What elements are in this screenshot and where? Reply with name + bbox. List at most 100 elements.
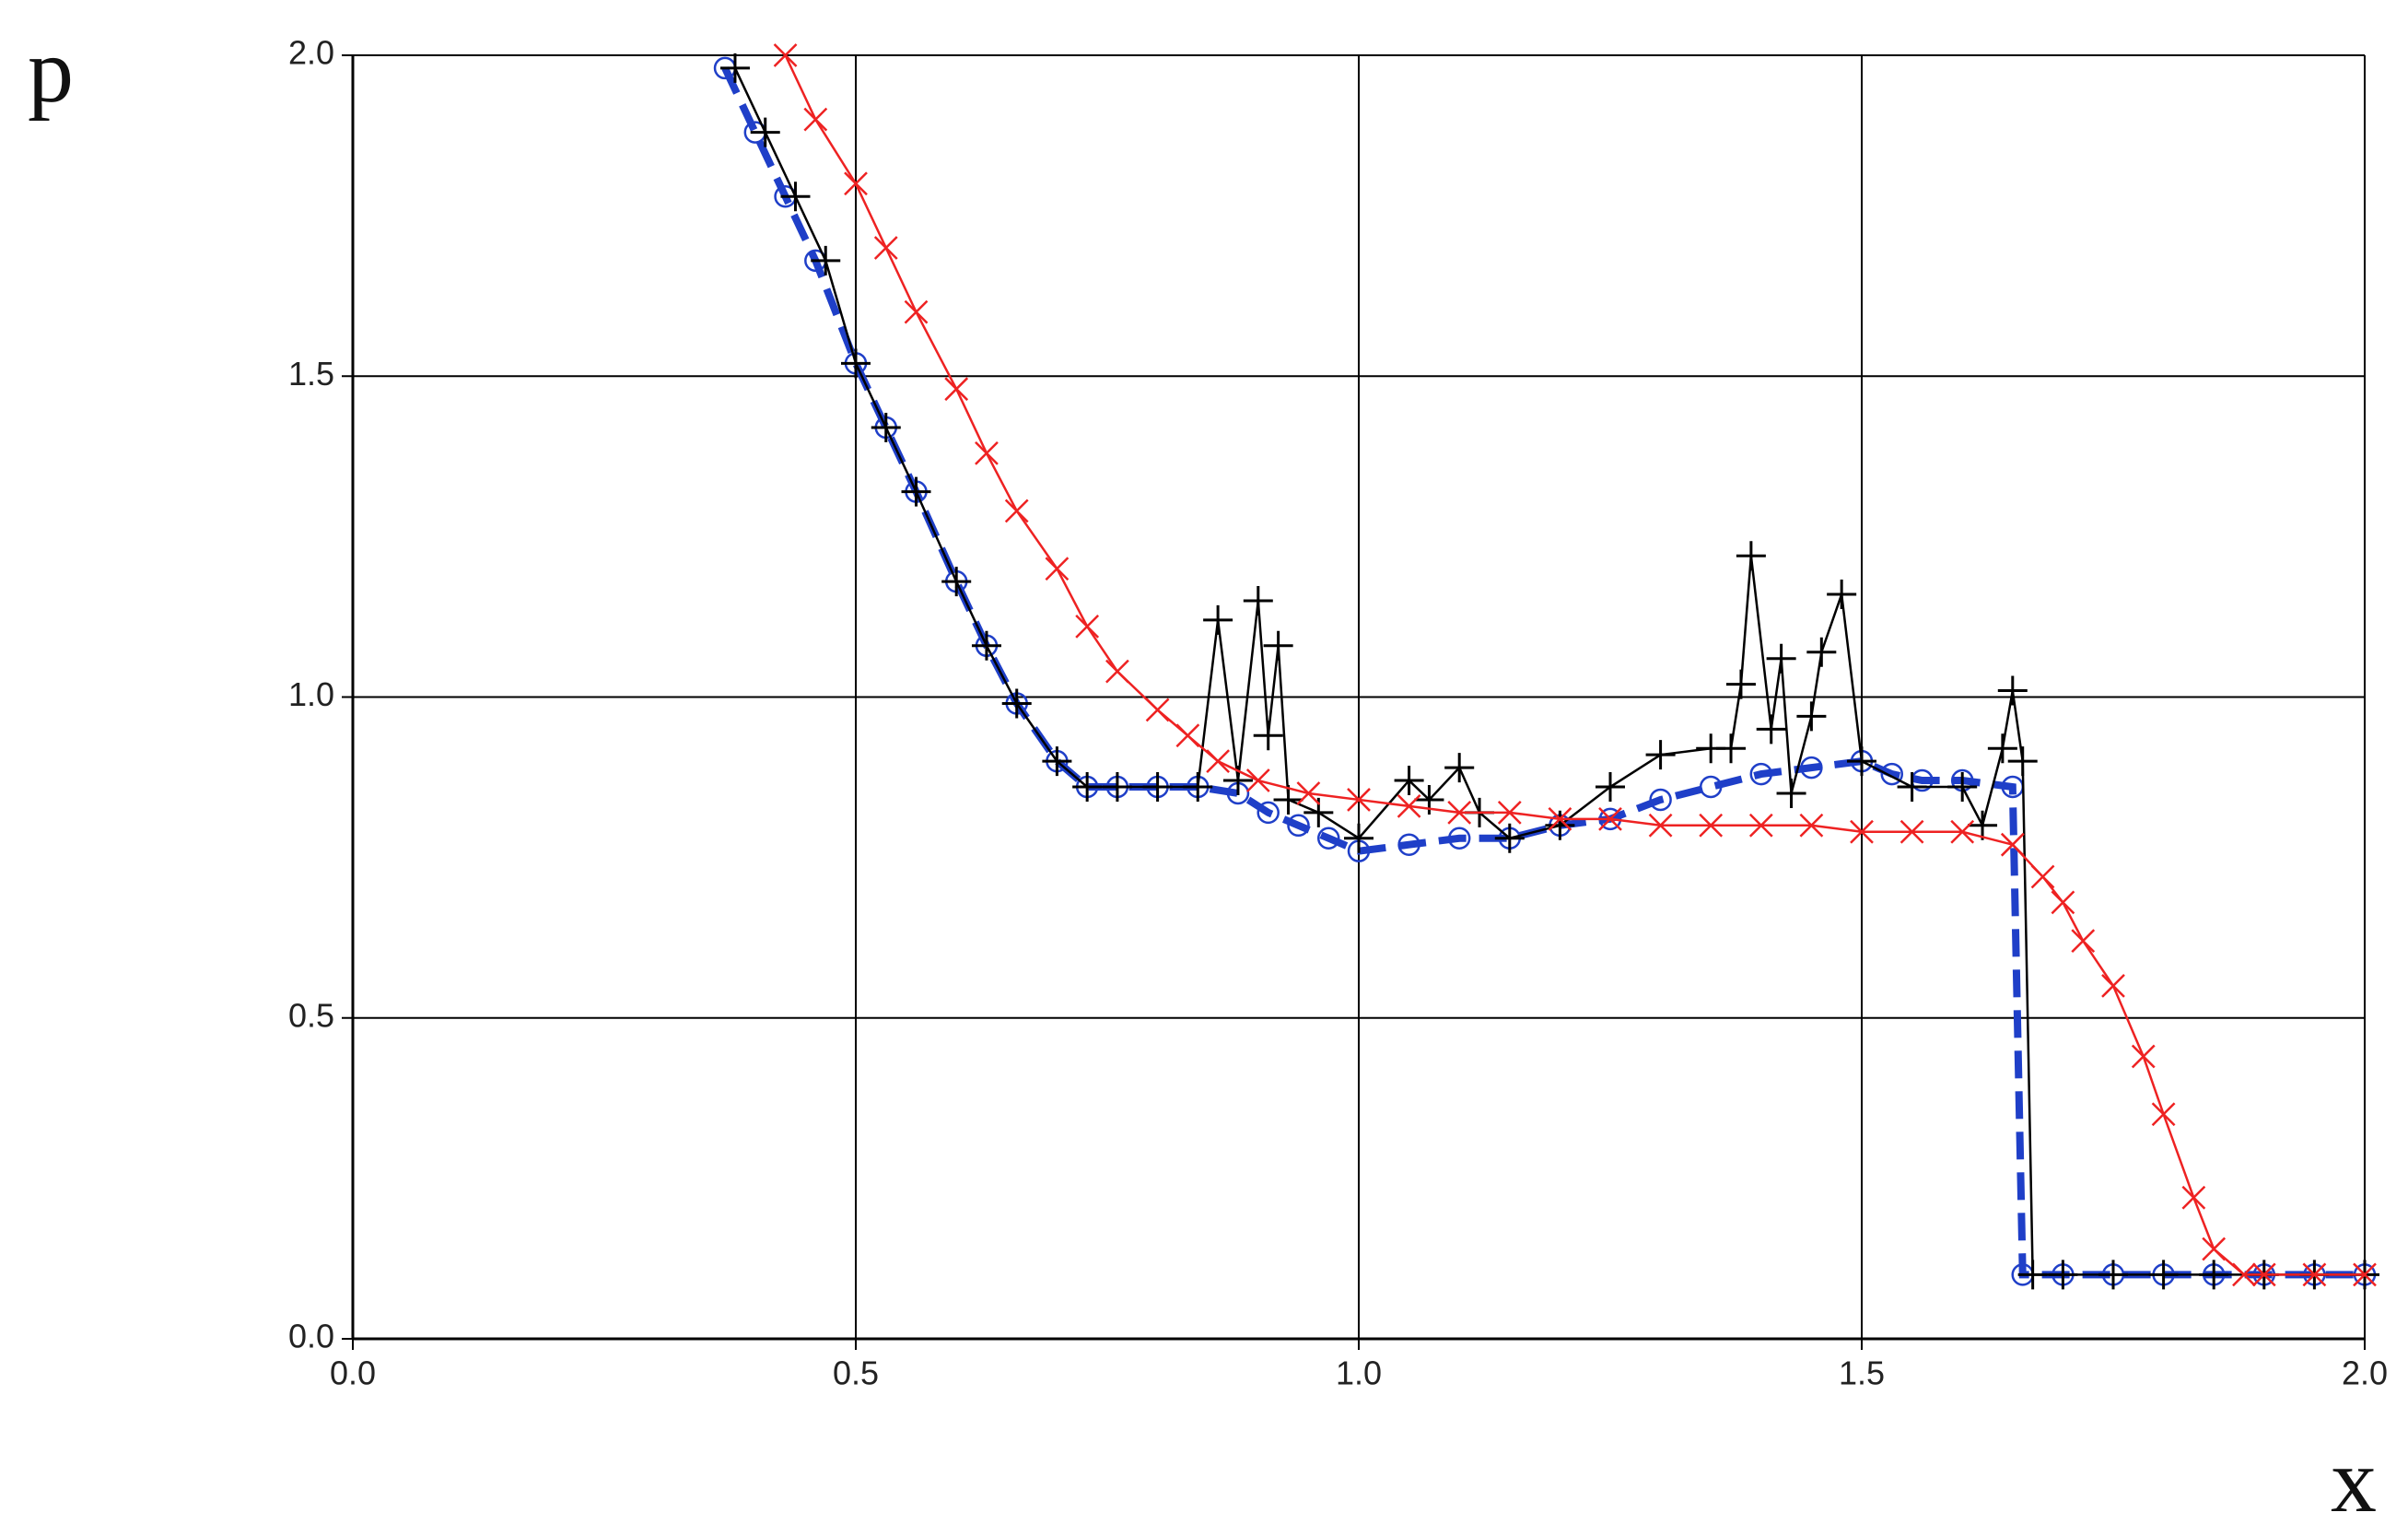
plus-marker <box>2199 1260 2229 1290</box>
cross-marker <box>773 43 798 67</box>
circle-marker <box>1447 827 1471 850</box>
series-line <box>733 67 2365 1276</box>
plus-marker <box>841 348 871 379</box>
plus-marker <box>1847 746 1876 777</box>
cross-marker <box>1045 557 1070 581</box>
cross-marker <box>1296 781 1321 805</box>
cross-marker <box>904 299 929 324</box>
cross-marker <box>1447 800 1472 825</box>
y-tick-label: 2.0 <box>288 34 334 72</box>
series-line <box>721 66 2365 1279</box>
y-tick-label: 0.5 <box>288 996 334 1034</box>
plus-marker <box>1273 784 1303 815</box>
plus-marker <box>1444 753 1475 783</box>
circle-marker <box>1649 788 1672 812</box>
cross-marker <box>2302 1262 2327 1287</box>
circle-marker <box>1880 762 1904 786</box>
circle-marker <box>1316 827 1340 850</box>
y-tick-label: 1.5 <box>288 355 334 393</box>
plus-marker <box>871 412 901 442</box>
y-tick-label: 1.0 <box>288 675 334 713</box>
cross-marker <box>1004 498 1029 523</box>
plus-marker <box>1968 810 1998 840</box>
cross-marker <box>1648 813 1673 838</box>
y-tick-label: 0.0 <box>288 1318 334 1355</box>
circle-marker <box>1287 814 1310 838</box>
plus-marker <box>1725 669 1756 699</box>
cross-marker <box>2071 929 2096 954</box>
plus-marker <box>1766 643 1796 674</box>
circle-marker <box>1699 775 1723 799</box>
cross-marker <box>1497 800 1522 825</box>
cross-marker <box>2232 1262 2256 1287</box>
plus-marker <box>1263 630 1293 661</box>
cross-marker <box>975 440 999 465</box>
cross-marker <box>1950 819 1975 844</box>
cross-marker <box>1548 806 1572 831</box>
plus-marker <box>1243 586 1273 616</box>
cross-marker <box>2151 1102 2176 1127</box>
plus-marker <box>1997 675 2028 706</box>
plus-marker <box>901 476 931 507</box>
x-tick-label: 1.0 <box>1336 1354 1382 1392</box>
x-tick-label: 0.0 <box>330 1354 376 1392</box>
plus-marker <box>780 182 811 212</box>
cross-marker <box>2030 864 2055 889</box>
plus-marker <box>1344 823 1373 853</box>
cross-marker <box>1206 749 1231 774</box>
plus-marker <box>1203 604 1233 635</box>
cross-marker <box>1075 615 1100 639</box>
cross-marker <box>2353 1262 2377 1287</box>
series-line <box>784 54 2365 1276</box>
plus-marker <box>1645 740 1676 770</box>
cross-marker <box>1397 794 1421 818</box>
plus-marker <box>1947 772 1978 803</box>
x-axis-label: x <box>2331 1429 2377 1531</box>
plus-marker <box>2098 1260 2128 1290</box>
plus-marker <box>750 117 780 147</box>
cross-marker <box>1598 806 1622 831</box>
plus-marker <box>1142 772 1173 803</box>
plus-marker <box>719 53 750 83</box>
cross-marker <box>2101 974 2125 998</box>
circle-marker <box>1397 833 1420 856</box>
cross-marker <box>1105 659 1129 684</box>
cross-marker <box>1900 819 1924 844</box>
cross-marker <box>2181 1185 2206 1210</box>
plus-marker <box>1102 772 1132 803</box>
cross-marker <box>1850 819 1874 844</box>
cross-marker <box>1799 813 1824 838</box>
plus-marker <box>2007 746 2038 777</box>
plus-marker <box>1183 772 1213 803</box>
plus-marker <box>1042 746 1072 777</box>
plus-marker <box>1796 701 1827 732</box>
cross-marker <box>944 377 969 402</box>
plus-marker <box>1827 580 1857 610</box>
plus-marker <box>1596 772 1625 803</box>
plus-marker <box>1806 637 1837 667</box>
plus-marker <box>811 245 841 276</box>
plus-marker <box>971 630 1001 661</box>
cross-marker <box>2051 890 2075 915</box>
plus-marker <box>2148 1260 2179 1290</box>
x-tick-label: 0.5 <box>833 1354 879 1392</box>
plus-marker <box>1987 733 2017 764</box>
plus-marker <box>941 567 972 597</box>
cross-marker <box>873 236 898 260</box>
cross-marker <box>1145 698 1170 722</box>
circle-marker <box>1800 756 1823 780</box>
x-tick-label: 1.5 <box>1839 1354 1885 1392</box>
cross-marker <box>2251 1262 2276 1287</box>
x-tick-label: 2.0 <box>2342 1354 2388 1392</box>
plus-marker <box>2048 1260 2078 1290</box>
circle-marker <box>1257 801 1280 825</box>
plus-marker <box>1072 772 1103 803</box>
cross-marker <box>2202 1237 2227 1261</box>
plus-marker <box>2017 1260 2048 1290</box>
cross-marker <box>1699 813 1724 838</box>
cross-marker <box>2131 1044 2156 1069</box>
plus-marker <box>1756 714 1786 745</box>
cross-marker <box>1245 768 1270 792</box>
y-axis-label: p <box>28 19 74 122</box>
